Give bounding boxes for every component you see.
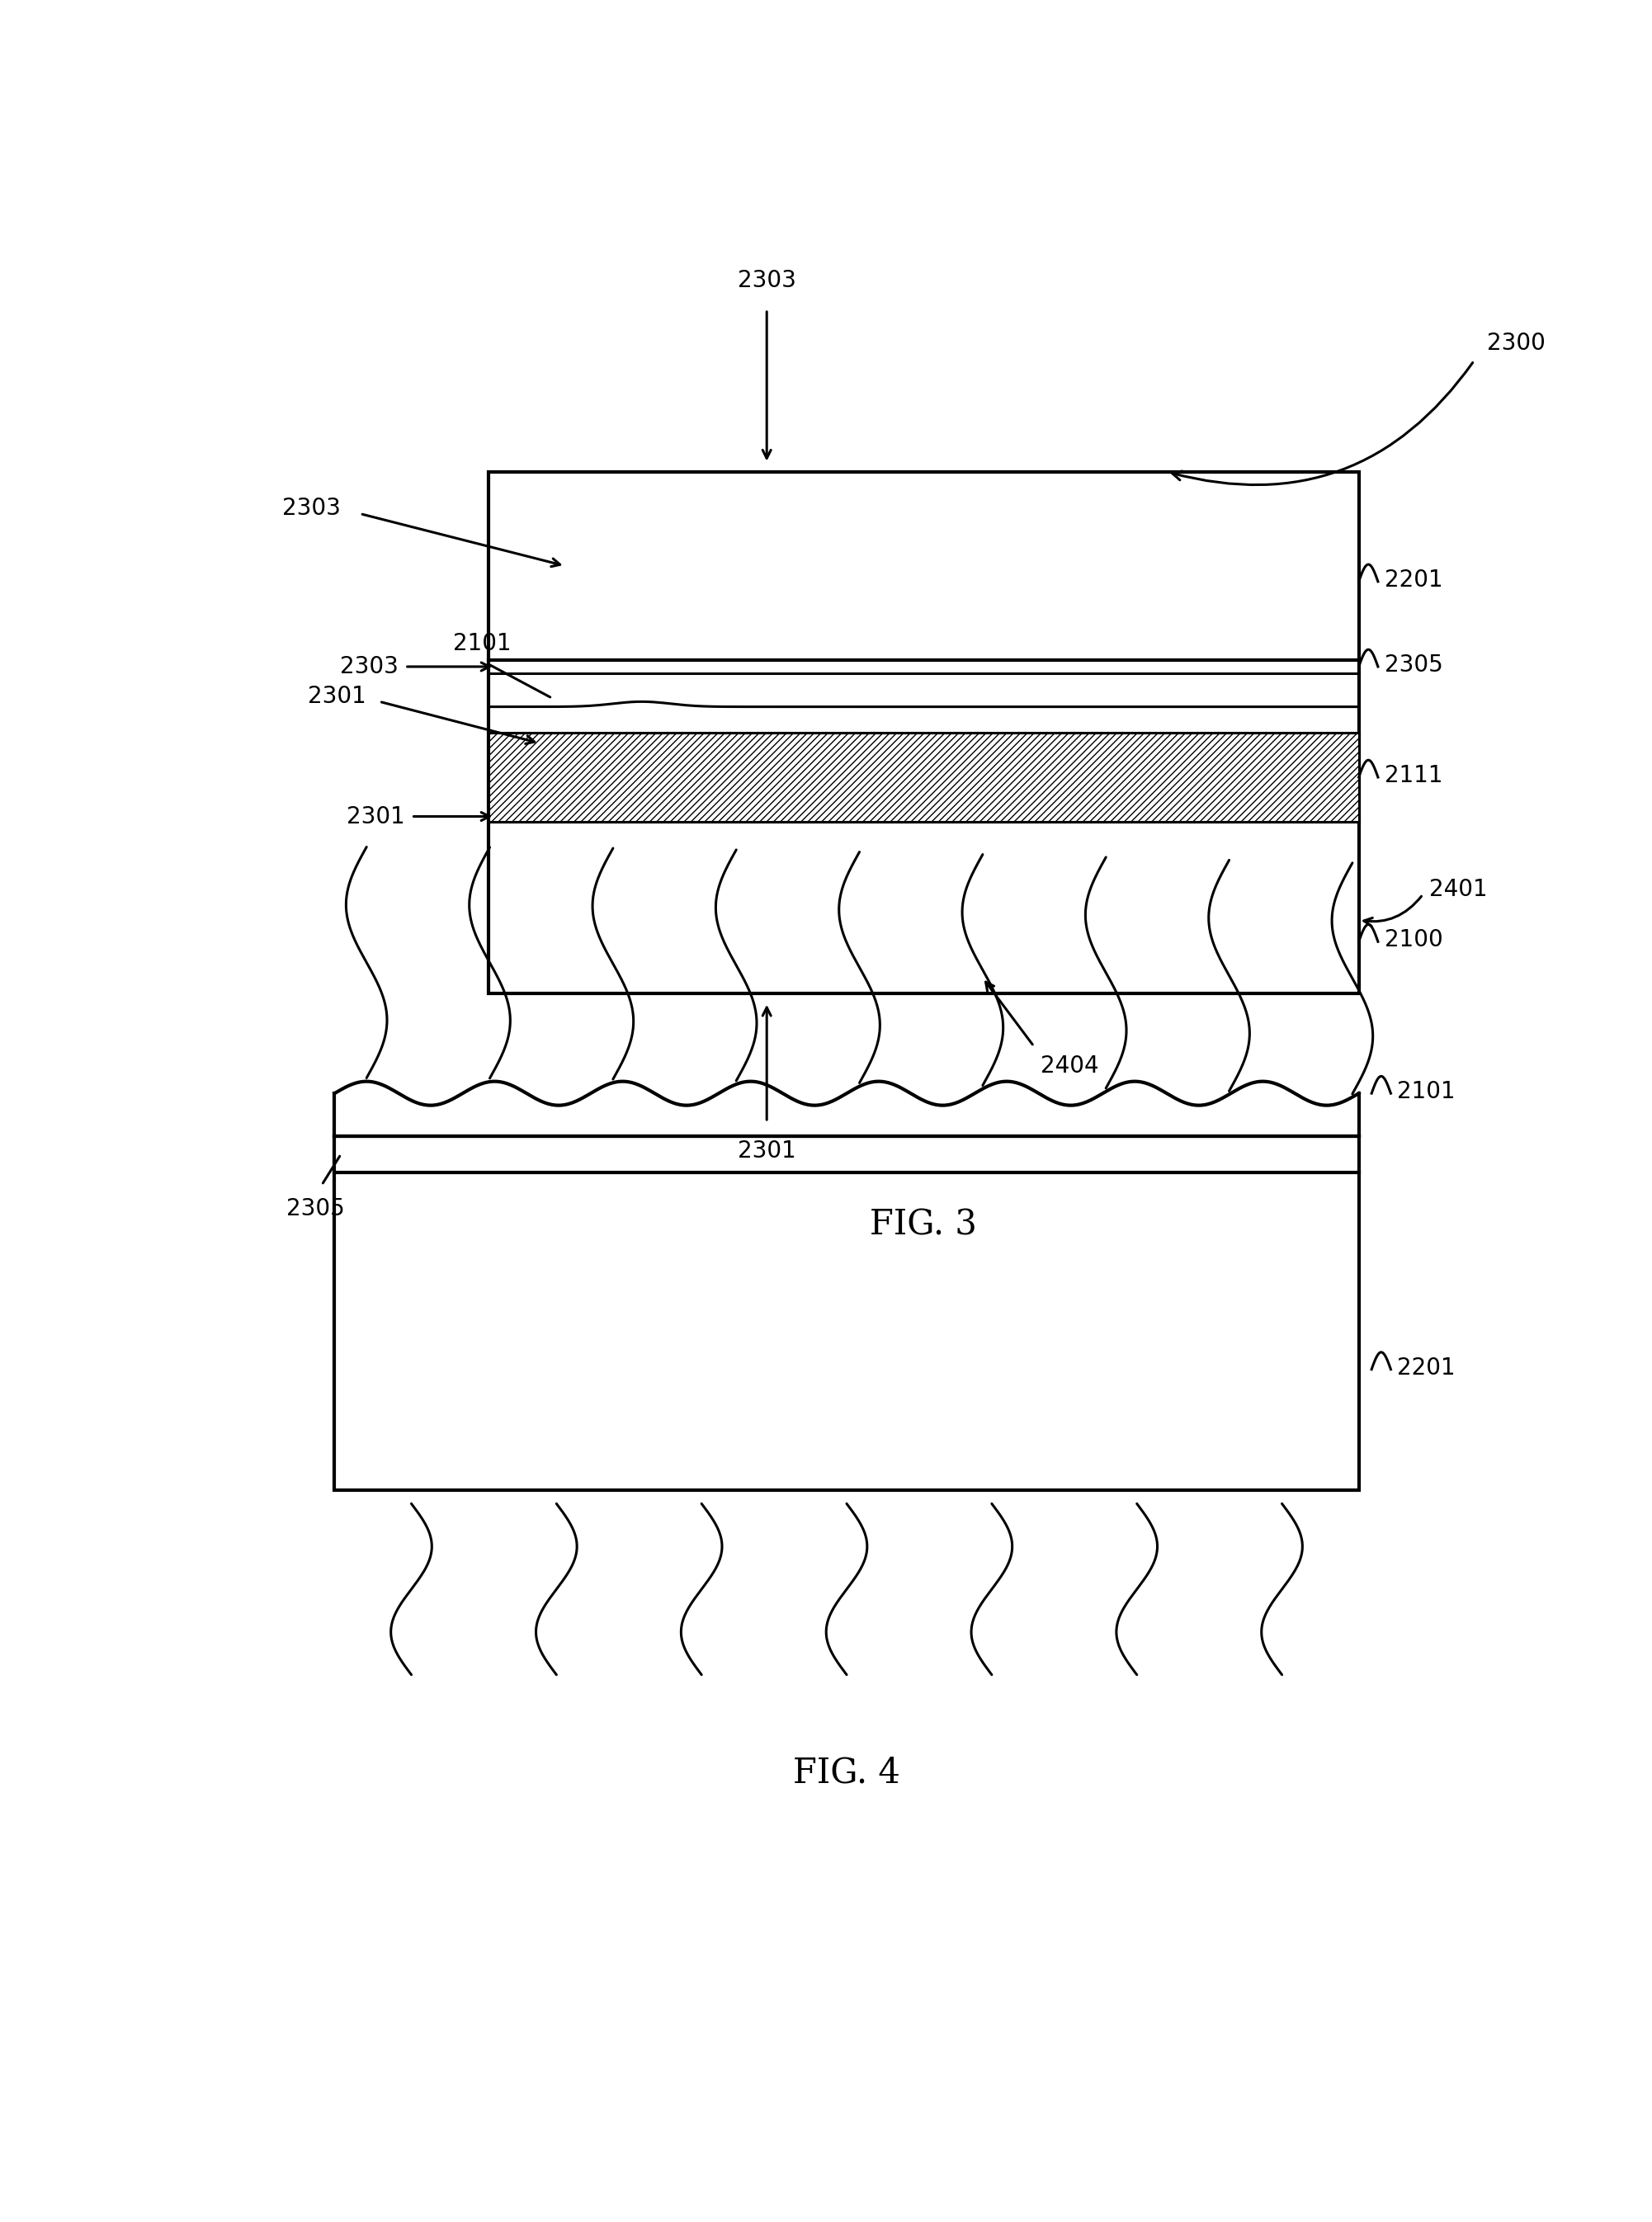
Bar	[489, 733, 1358, 822]
Text: 2300: 2300	[1487, 331, 1545, 356]
Bar	[334, 1135, 1358, 1491]
Text: 2303: 2303	[340, 655, 398, 678]
Text: 2301: 2301	[737, 1140, 796, 1162]
Text: 2303: 2303	[737, 269, 796, 293]
Text: FIG. 3: FIG. 3	[871, 1209, 976, 1242]
Text: 2201: 2201	[1384, 569, 1442, 591]
Text: 2404: 2404	[1041, 1055, 1099, 1078]
Text: 2305: 2305	[286, 1198, 345, 1220]
Text: 2101: 2101	[453, 633, 510, 655]
Text: 2301: 2301	[309, 684, 367, 709]
Text: 2305: 2305	[1384, 653, 1442, 675]
Text: 2301: 2301	[347, 804, 405, 829]
Text: 2111: 2111	[1384, 764, 1442, 787]
Bar	[489, 471, 1358, 993]
Text: FIG. 4: FIG. 4	[793, 1755, 900, 1789]
Text: 2101: 2101	[1398, 1080, 1455, 1102]
Text: 2401: 2401	[1429, 878, 1487, 900]
Text: 2303: 2303	[282, 498, 340, 520]
Text: 2201: 2201	[1398, 1355, 1455, 1380]
Text: 2100: 2100	[1384, 929, 1442, 951]
